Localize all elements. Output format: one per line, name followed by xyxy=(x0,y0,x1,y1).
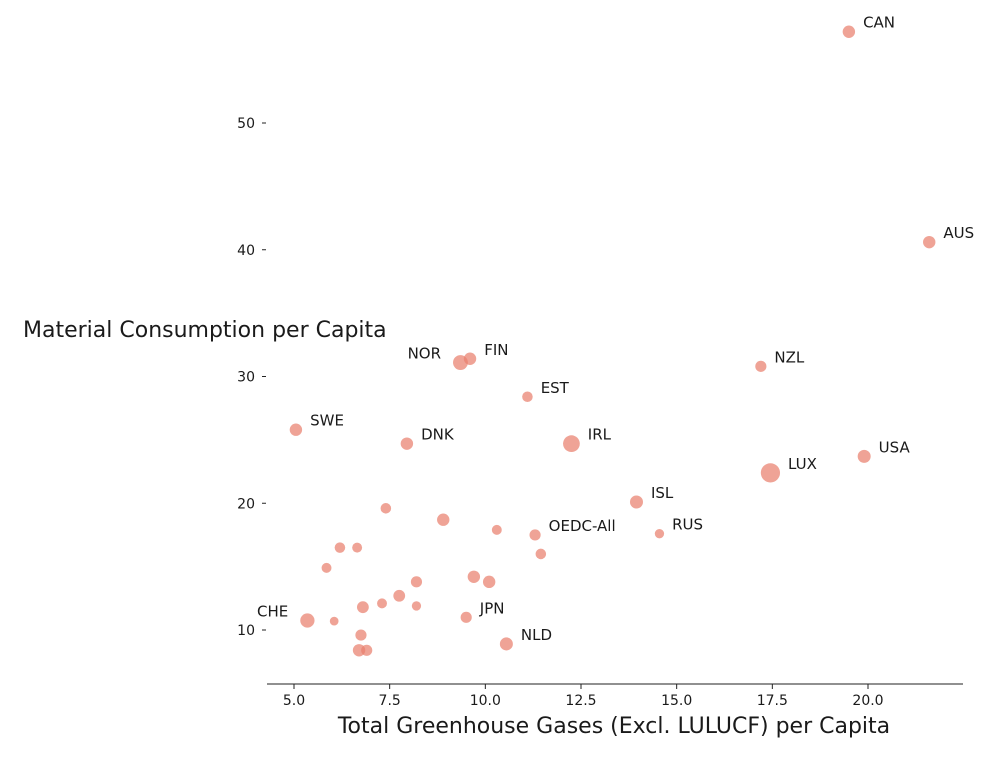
data-point xyxy=(352,542,363,553)
x-tick-label: 7.5 xyxy=(379,693,401,709)
data-point xyxy=(411,601,422,611)
data-point xyxy=(329,616,339,626)
data-point xyxy=(380,503,392,514)
data-point xyxy=(300,613,315,628)
data-point xyxy=(361,644,373,656)
data-point xyxy=(629,495,643,509)
x-tick-label: 12.5 xyxy=(565,693,596,709)
point-label: CAN xyxy=(863,14,895,32)
point-label: CHE xyxy=(257,602,288,620)
x-tick-label: 15.0 xyxy=(661,693,692,709)
y-tick-label: 50 xyxy=(237,116,255,132)
data-point xyxy=(467,570,481,583)
x-tick-label: 5.0 xyxy=(283,693,305,709)
point-label: ISL xyxy=(651,484,674,502)
point-label: DNK xyxy=(421,426,455,444)
point-label: EST xyxy=(541,379,570,397)
point-labels-layer: CAN AUS NOR FIN NZL EST SWE DNK IRL USA LUX ISL OEDC… xyxy=(257,14,974,644)
y-axis-label: Material Consumption per Capita xyxy=(23,318,387,343)
data-point xyxy=(491,524,502,535)
point-label: NZL xyxy=(774,348,804,366)
x-ticks-layer: 5.0 7.5 10.0 12.5 15.0 17.5 20.0 xyxy=(283,684,884,709)
data-point xyxy=(377,598,387,609)
data-point xyxy=(356,601,369,614)
x-tick-label: 10.0 xyxy=(470,693,501,709)
data-point xyxy=(563,435,580,453)
point-label: IRL xyxy=(588,426,612,444)
y-tick-label: 40 xyxy=(237,243,255,259)
y-ticks-layer: 10 20 30 40 50 xyxy=(237,116,266,639)
data-point xyxy=(654,529,665,539)
data-point xyxy=(923,235,936,249)
data-point xyxy=(437,513,450,526)
data-point xyxy=(410,576,423,588)
x-tick-label: 17.5 xyxy=(757,693,788,709)
data-point xyxy=(482,575,496,589)
data-point xyxy=(842,25,856,38)
data-point xyxy=(463,352,477,365)
data-point xyxy=(522,391,533,403)
data-point xyxy=(760,463,781,483)
point-label: NLD xyxy=(521,626,552,644)
point-label: OEDC-All xyxy=(549,517,616,535)
point-label: USA xyxy=(879,438,911,456)
data-point xyxy=(535,548,547,560)
point-label: NOR xyxy=(408,345,441,363)
points-layer xyxy=(289,25,936,657)
point-label: FIN xyxy=(484,341,508,359)
x-axis-label: Total Greenhouse Gases (Excl. LULUCF) pe… xyxy=(337,714,890,739)
y-tick-label: 30 xyxy=(237,370,255,386)
data-point xyxy=(529,529,541,541)
point-label: RUS xyxy=(672,516,703,534)
data-point xyxy=(857,449,871,463)
point-label: SWE xyxy=(310,412,344,430)
data-point xyxy=(499,637,513,651)
point-label: AUS xyxy=(943,224,974,242)
y-tick-label: 20 xyxy=(237,496,255,512)
data-point xyxy=(289,423,303,436)
y-tick-label: 10 xyxy=(237,623,255,639)
x-tick-label: 20.0 xyxy=(852,693,883,709)
data-point xyxy=(334,542,346,553)
data-point xyxy=(321,562,332,573)
point-label: LUX xyxy=(788,455,817,473)
data-point xyxy=(755,360,767,372)
point-label: JPN xyxy=(479,599,505,617)
data-point xyxy=(355,629,367,641)
data-point xyxy=(393,589,406,602)
data-point xyxy=(460,611,472,623)
data-point xyxy=(400,437,414,450)
